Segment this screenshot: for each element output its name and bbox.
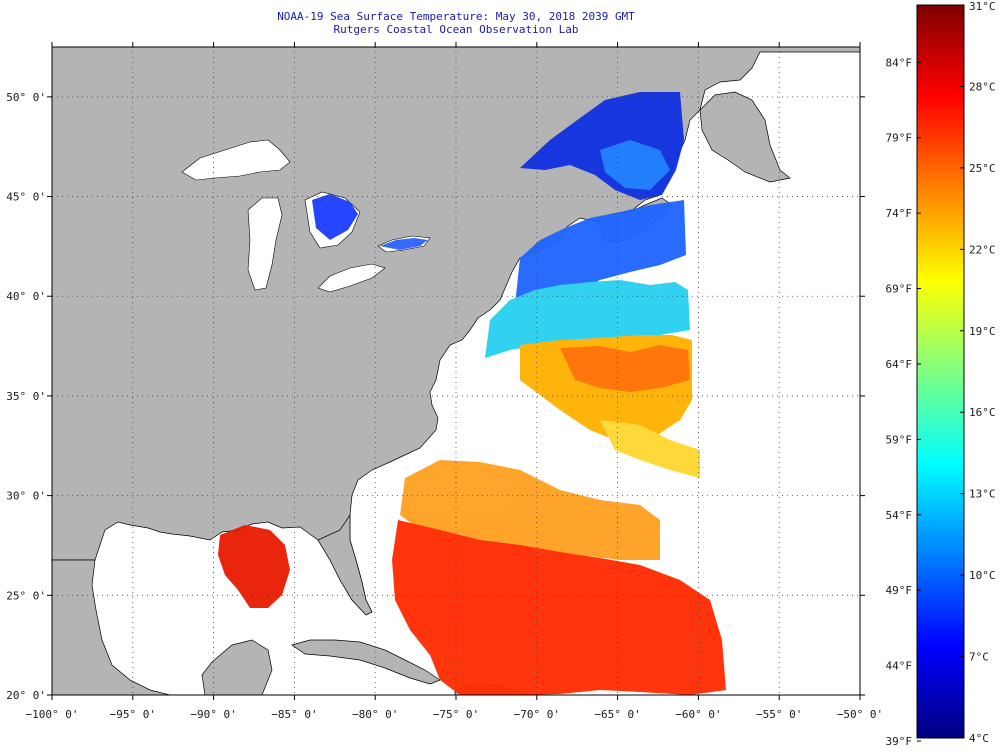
fahrenheit-label: 79°F (886, 132, 913, 145)
celsius-label: 22°C (969, 243, 996, 256)
fahrenheit-label: 84°F (886, 56, 913, 69)
fahrenheit-label: 54°F (886, 509, 913, 522)
sst-gulf-of-maine (515, 200, 686, 310)
lon-tick-label: −95° 0' (110, 708, 156, 721)
lon-tick-label: −65° 0' (594, 708, 640, 721)
lon-tick-label: −80° 0' (352, 708, 398, 721)
sst-gulf-of-mexico-red (218, 525, 290, 608)
lat-tick-label: 25° 0' (6, 589, 46, 602)
lon-tick-label: −70° 0' (514, 708, 560, 721)
lat-tick-label: 35° 0' (6, 390, 46, 403)
lake-superior (181, 139, 291, 181)
colorbar-fahrenheit-labels: 84°F 79°F 74°F 69°F 64°F 59°F 54°F 49°F 44°F 39°F (886, 56, 921, 748)
lat-tick-label: 45° 0' (6, 191, 46, 204)
map-title: NOAA-19 Sea Surface Temperature: May 30,… (52, 10, 860, 36)
sst-data (218, 92, 726, 695)
lon-tick-label: −100° 0' (26, 708, 79, 721)
celsius-label: 16°C (969, 406, 996, 419)
celsius-label: 7°C (969, 651, 989, 664)
sst-offshore-yellow (600, 420, 700, 478)
mexico-land (52, 559, 171, 695)
florida-land (317, 513, 373, 616)
sst-gulf-stream (560, 345, 690, 392)
lon-tick-label: −85° 0' (271, 708, 317, 721)
colorbar-strip (916, 4, 965, 739)
lon-tick-label: −50° 0' (837, 708, 883, 721)
fahrenheit-label: 69°F (886, 283, 913, 296)
lat-tick-label: 20° 0' (6, 689, 46, 702)
colorbar: 31°C 28°C 25°C 22°C 19°C 16°C 13°C 10°C 7°C 4°C 8… (886, 0, 996, 748)
celsius-label: 13°C (969, 488, 996, 501)
fahrenheit-label: 49°F (886, 584, 913, 597)
lat-tick-label: 50° 0' (6, 91, 46, 104)
lake-michigan (247, 197, 283, 291)
lon-tick-label: −60° 0' (675, 708, 721, 721)
celsius-label: 28°C (969, 80, 996, 93)
yucatan-land (201, 639, 273, 695)
title-line-2: Rutgers Coastal Ocean Observation Lab (333, 23, 579, 36)
lon-tick-label: −55° 0' (756, 708, 802, 721)
fahrenheit-label: 44°F (886, 660, 913, 673)
celsius-label: 25°C (969, 162, 996, 175)
fahrenheit-label: 59°F (886, 433, 913, 446)
celsius-label: 31°C (969, 0, 996, 13)
celsius-label: 10°C (969, 569, 996, 582)
graticule (52, 47, 860, 695)
sst-south-atlantic-orange (400, 460, 660, 560)
sst-lake-ontario (380, 238, 428, 250)
celsius-label: 4°C (969, 732, 989, 745)
fahrenheit-label: 74°F (886, 207, 913, 220)
sst-lake-huron (312, 194, 358, 240)
celsius-label: 19°C (969, 325, 996, 338)
lat-tick-label: 30° 0' (6, 490, 46, 503)
newfoundland-land (699, 91, 791, 183)
sst-shelf-cyan (485, 280, 690, 358)
title-line-1: NOAA-19 Sea Surface Temperature: May 30,… (277, 10, 635, 23)
lake-erie (317, 263, 386, 293)
fahrenheit-label: 64°F (886, 358, 913, 371)
sst-bahamas-red (392, 520, 726, 695)
lat-tick-label: 40° 0' (6, 290, 46, 303)
colorbar-celsius-labels: 31°C 28°C 25°C 22°C 19°C 16°C 13°C 10°C 7°C 4°C (960, 0, 996, 745)
fahrenheit-label: 39°F (886, 735, 913, 748)
lon-tick-label: −90° 0' (190, 708, 236, 721)
lon-tick-label: −75° 0' (433, 708, 479, 721)
map-axes: −100° 0' −95° 0' −90° 0' −85° 0' −80° 0' −75°… (6, 42, 883, 721)
